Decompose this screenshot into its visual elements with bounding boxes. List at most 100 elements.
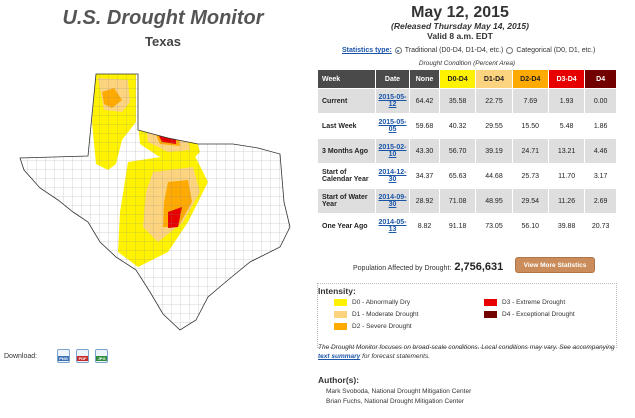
jpg-file-icon[interactable]: JPG — [95, 349, 109, 363]
d4-cell: 3.17 — [584, 163, 617, 189]
d3-cell: 13.21 — [547, 138, 586, 164]
date-cell: 2015-02-10 — [375, 138, 410, 164]
d1-cell: 29.55 — [475, 113, 513, 139]
population-label: Population Affected by Drought: — [353, 265, 452, 272]
date-link[interactable]: 2015-02-10 — [378, 144, 407, 158]
drought-statistics-table: Week Date None D0-D4 D1-D4 D2-D4 D3-D4 D… — [317, 69, 617, 239]
none-cell: 59.68 — [409, 113, 440, 139]
texas-drought-map[interactable] — [18, 52, 308, 332]
legend-item-d3: D3 - Extreme Drought — [484, 299, 565, 306]
region-name: Texas — [145, 34, 181, 49]
categorical-label: Categorical (D0, D1, etc.) — [516, 47, 596, 54]
date-link[interactable]: 2015-05-12 — [378, 94, 407, 108]
d1-cell: 39.19 — [475, 138, 513, 164]
none-cell: 34.37 — [409, 163, 440, 189]
view-more-statistics-button[interactable]: View More Statistics — [515, 257, 595, 273]
statistics-type-link[interactable]: Statistics type: — [342, 47, 392, 54]
pdf-file-icon[interactable]: PDF — [76, 349, 90, 363]
texas-outline — [19, 73, 291, 331]
week-cell: Current — [317, 88, 376, 114]
download-label: Download: — [4, 352, 38, 360]
map-date: May 12, 2015 — [411, 4, 509, 21]
d4-swatch — [484, 311, 497, 318]
d2-cell: 15.50 — [511, 113, 549, 139]
table-row: Start of Water Year 2014-09-30 28.92 71.… — [317, 188, 617, 214]
d3-cell: 11.70 — [547, 163, 586, 189]
d2-cell: 7.69 — [511, 88, 549, 114]
population-affected: Population Affected by Drought: 2,756,63… — [353, 261, 503, 273]
none-cell: 8.82 — [409, 213, 440, 239]
week-cell: One Year Ago — [317, 213, 376, 239]
week-cell: Start of Calendar Year — [317, 163, 376, 189]
d2-cell: 56.10 — [511, 213, 549, 239]
date-cell: 2015-05-12 — [375, 88, 410, 114]
col-d1: D1-D4 — [475, 69, 513, 89]
population-value: 2,756,631 — [454, 261, 504, 273]
d2-cell: 29.54 — [511, 188, 549, 214]
table-row: Last Week 2015-05-05 59.68 40.32 29.55 1… — [317, 113, 617, 139]
note-text: The Drought Monitor focuses on broad-sca… — [318, 344, 615, 351]
d3-cell: 39.88 — [547, 213, 586, 239]
d1-cell: 48.95 — [475, 188, 513, 214]
none-cell: 43.30 — [409, 138, 440, 164]
d3-cell: 5.48 — [547, 113, 586, 139]
texas-fill — [20, 74, 290, 330]
date-link[interactable]: 2014-12-30 — [378, 169, 407, 183]
note-text-end: for forecast statements. — [362, 353, 431, 360]
traditional-label: Traditional (D0-D4, D1-D4, etc.) — [404, 47, 504, 54]
table-row: 3 Months Ago 2015-02-10 43.30 56.70 39.1… — [317, 138, 617, 164]
date-cell: 2014-12-30 — [375, 163, 410, 189]
d0-cell: 40.32 — [438, 113, 477, 139]
intensity-legend — [317, 283, 617, 348]
d3-cell: 1.93 — [547, 88, 586, 114]
d3-swatch — [484, 299, 497, 306]
valid-time: Valid 8 a.m. EDT — [427, 31, 493, 41]
legend-item-d1: D1 - Moderate Drought — [334, 311, 418, 318]
d4-cell: 2.69 — [584, 188, 617, 214]
d1-cell: 73.05 — [475, 213, 513, 239]
legend-label: D3 - Extreme Drought — [502, 299, 566, 306]
d4-cell: 4.46 — [584, 138, 617, 164]
d0-cell: 65.63 — [438, 163, 477, 189]
d1-cell: 44.68 — [475, 163, 513, 189]
disclaimer-note: The Drought Monitor focuses on broad-sca… — [318, 343, 618, 361]
col-none: None — [409, 69, 440, 89]
d4-cell: 0.00 — [584, 88, 617, 114]
date-link[interactable]: 2014-09-30 — [378, 194, 407, 208]
authors-title: Author(s): — [318, 375, 360, 385]
d2-cell: 25.73 — [511, 163, 549, 189]
date-link[interactable]: 2015-05-05 — [378, 119, 407, 133]
categorical-radio[interactable] — [506, 47, 514, 54]
traditional-radio[interactable] — [394, 47, 402, 54]
legend-label: D1 - Moderate Drought — [352, 311, 419, 318]
none-cell: 28.92 — [409, 188, 440, 214]
col-d0: D0-D4 — [438, 69, 477, 89]
date-cell: 2014-05-13 — [375, 213, 410, 239]
text-summary-link[interactable]: text summary — [318, 353, 361, 360]
d0-cell: 91.18 — [438, 213, 477, 239]
table-header-row: Week Date None D0-D4 D1-D4 D2-D4 D3-D4 D… — [317, 69, 617, 89]
png-file-icon[interactable]: PNG — [57, 349, 71, 363]
legend-item-d4: D4 - Exceptional Drought — [484, 311, 575, 318]
date-link[interactable]: 2014-05-13 — [378, 219, 407, 233]
legend-label: D0 - Abnormally Dry — [352, 299, 411, 306]
d0-cell: 71.08 — [438, 188, 477, 214]
release-date: (Released Thursday May 14, 2015) — [391, 21, 529, 31]
author-name: Brian Fuchs, National Drought Mitigation… — [326, 398, 465, 405]
page-title: U.S. Drought Monitor — [62, 7, 264, 29]
d1-swatch — [334, 311, 347, 318]
legend-item-d0: D0 - Abnormally Dry — [334, 299, 410, 306]
drought-condition-label: Drought Condition (Percent Area) — [418, 60, 516, 67]
col-d2: D2-D4 — [511, 69, 549, 89]
week-cell: Start of Water Year — [317, 188, 376, 214]
table-row: Current 2015-05-12 64.42 35.58 22.75 7.6… — [317, 88, 617, 114]
col-date: Date — [375, 69, 410, 89]
d1-cell: 22.75 — [475, 88, 513, 114]
none-cell: 64.42 — [409, 88, 440, 114]
legend-label: D4 - Exceptional Drought — [502, 311, 575, 318]
author-name: Mark Svoboda, National Drought Mitigatio… — [326, 388, 472, 395]
week-cell: 3 Months Ago — [317, 138, 376, 164]
col-d3: D3-D4 — [547, 69, 586, 89]
statistics-type-row: Statistics type: Traditional (D0-D4, D1-… — [342, 47, 595, 54]
date-cell: 2015-05-05 — [375, 113, 410, 139]
